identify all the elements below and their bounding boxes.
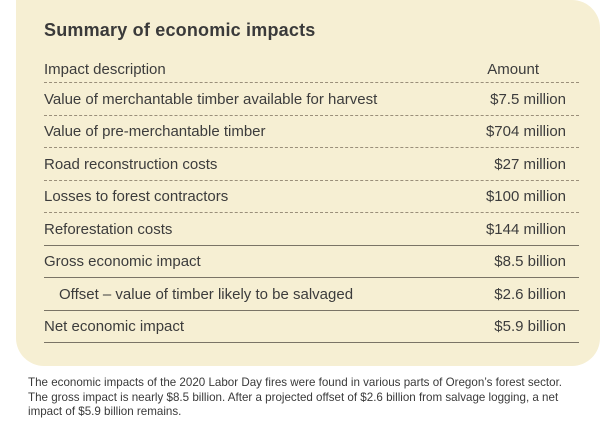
table-row-pre-merchantable-timber: Value of pre-merchantable timber $704 mi…: [44, 116, 579, 149]
row-amount: $144 million: [485, 220, 566, 238]
table-title: Summary of economic impacts: [44, 20, 316, 40]
row-description: Gross economic impact: [44, 253, 201, 271]
summary-panel: Summary of economic impacts Impact descr…: [16, 0, 600, 366]
table-row-net-impact: Net economic impact $5.9 billion: [44, 311, 579, 344]
row-amount: $8.5 billion: [494, 253, 566, 271]
row-amount: $7.5 million: [490, 90, 566, 108]
row-description: Road reconstruction costs: [44, 155, 218, 173]
row-description: Reforestation costs: [44, 220, 173, 238]
row-description: Offset – value of timber likely to be sa…: [59, 285, 354, 303]
row-amount: $704 million: [485, 123, 566, 141]
row-description: Value of pre-merchantable timber: [44, 123, 266, 141]
table-row-merchantable-timber: Value of merchantable timber available f…: [44, 83, 579, 116]
row-description: Losses to forest contractors: [44, 188, 229, 206]
row-amount: $2.6 billion: [494, 285, 566, 303]
column-header-amount: Amount: [487, 61, 539, 78]
table-row-forest-contractors: Losses to forest contractors $100 millio…: [44, 181, 579, 214]
row-amount: $27 million: [494, 155, 566, 173]
economic-impacts-table: Impact description Amount Value of merch…: [44, 56, 579, 343]
row-amount: $100 million: [485, 188, 566, 206]
row-description: Net economic impact: [44, 318, 185, 336]
table-row-reforestation: Reforestation costs $144 million: [44, 213, 579, 246]
row-description: Value of merchantable timber available f…: [44, 90, 378, 108]
table-header-row: Impact description Amount: [44, 56, 579, 83]
table-row-salvage-offset: Offset – value of timber likely to be sa…: [44, 278, 579, 311]
table-row-road-reconstruction: Road reconstruction costs $27 million: [44, 148, 579, 181]
column-header-description: Impact description: [44, 61, 166, 78]
table-row-gross-impact: Gross economic impact $8.5 billion: [44, 246, 579, 279]
figure-caption: The economic impacts of the 2020 Labor D…: [28, 376, 563, 418]
row-amount: $5.9 billion: [494, 318, 566, 336]
